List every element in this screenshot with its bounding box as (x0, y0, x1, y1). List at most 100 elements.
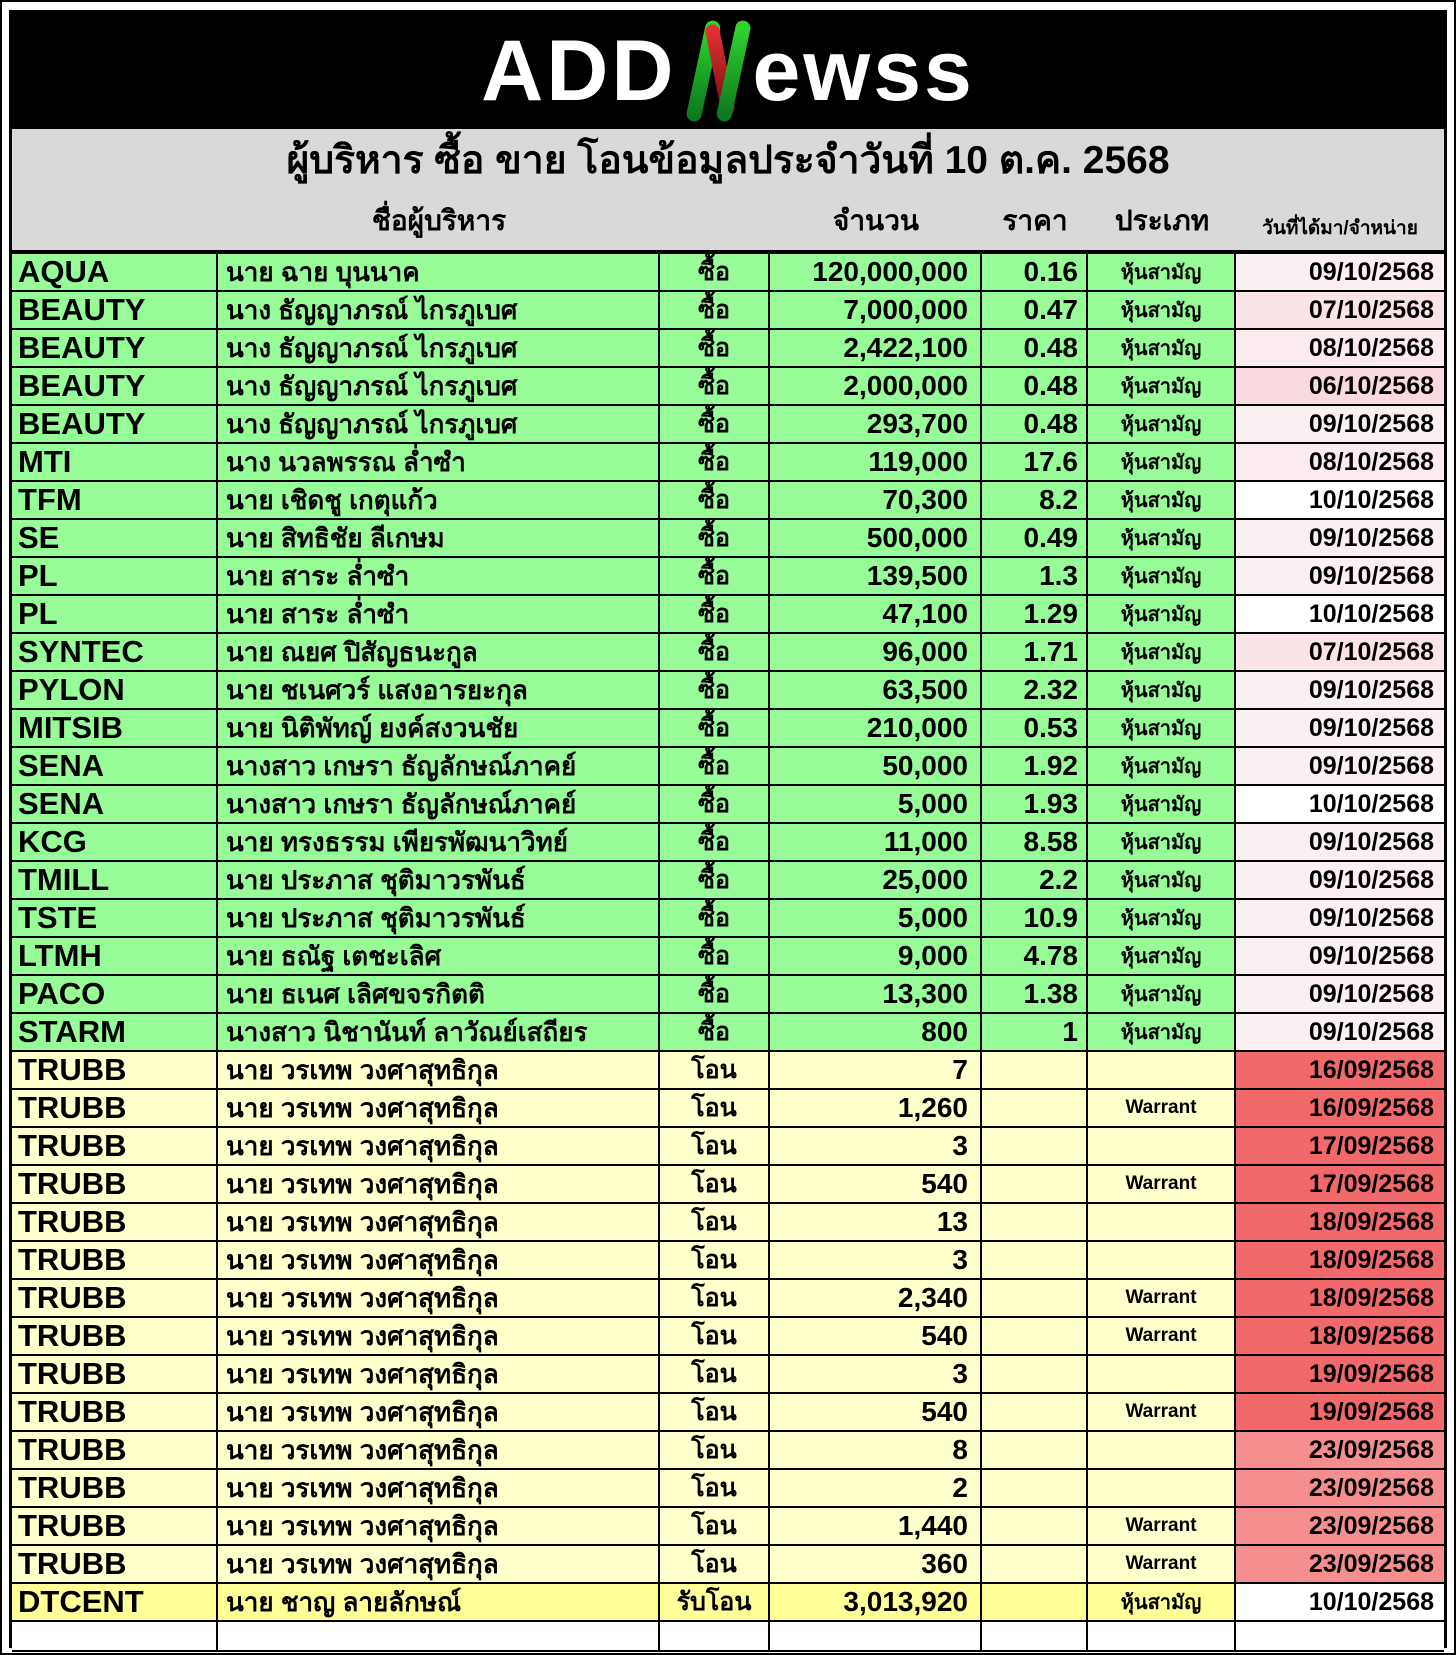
name-cell: นาย ประภาส ชุติมาวรพันธ์ (218, 900, 660, 938)
price-cell: 1 (982, 1014, 1088, 1052)
sectype-cell (1088, 1470, 1236, 1508)
amount-cell: 11,000 (770, 824, 982, 862)
name-cell: นาย ธณัฐ เตชะเลิศ (218, 938, 660, 976)
name-cell: นางสาว นิชานันท์ ลาวัณย์เสถียร (218, 1014, 660, 1052)
name-cell: นาง นวลพรรณ ล่ำซำ (218, 444, 660, 482)
ticker-cell: MITSIB (12, 710, 218, 748)
amount-cell: 63,500 (770, 672, 982, 710)
action-cell: ซื้อ (660, 748, 770, 786)
price-cell (982, 1242, 1088, 1280)
price-cell: 1.92 (982, 748, 1088, 786)
date-cell: 10/10/2568 (1236, 596, 1444, 634)
table-row: TRUBB นาย วรเทพ วงศาสุทธิกุล โอน 2 23/09/256… (12, 1470, 1444, 1508)
amount-cell: 3 (770, 1128, 982, 1166)
date-cell: 09/10/2568 (1236, 938, 1444, 976)
amount-cell: 2,000,000 (770, 368, 982, 406)
ticker-cell: STARM (12, 1014, 218, 1052)
date-cell: 09/10/2568 (1236, 862, 1444, 900)
ticker-cell: TRUBB (12, 1394, 218, 1432)
header-amount: จำนวน (832, 205, 920, 236)
name-cell: นาย วรเทพ วงศาสุทธิกุล (218, 1052, 660, 1090)
ticker-cell: AQUA (12, 254, 218, 292)
amount-cell: 1,260 (770, 1090, 982, 1128)
action-cell: ซื้อ (660, 672, 770, 710)
price-cell (982, 1622, 1088, 1652)
action-cell: ซื้อ (660, 444, 770, 482)
date-cell: 19/09/2568 (1236, 1356, 1444, 1394)
action-cell: ซื้อ (660, 862, 770, 900)
table-row: PL นาย สาระ ล่ำซำ ซื้อ 139,500 1.3 หุ้นสามัญ 0… (12, 558, 1444, 596)
sectype-cell (1088, 1432, 1236, 1470)
amount-cell: 96,000 (770, 634, 982, 672)
sectype-cell: หุ้นสามัญ (1088, 558, 1236, 596)
date-cell: 16/09/2568 (1236, 1090, 1444, 1128)
sectype-cell: หุ้นสามัญ (1088, 824, 1236, 862)
name-cell: นางสาว เกษรา ธัญลักษณ์ภาคย์ (218, 786, 660, 824)
table-row: TRUBB นาย วรเทพ วงศาสุทธิกุล โอน 1,440 Warra… (12, 1508, 1444, 1546)
sectype-cell: Warrant (1088, 1090, 1236, 1128)
ticker-cell: TSTE (12, 900, 218, 938)
date-cell: 09/10/2568 (1236, 748, 1444, 786)
action-cell: โอน (660, 1128, 770, 1166)
table-row: SENA นางสาว เกษรา ธัญลักษณ์ภาคย์ ซื้อ 50,00… (12, 748, 1444, 786)
ticker-cell: TRUBB (12, 1052, 218, 1090)
price-cell (982, 1546, 1088, 1584)
sectype-cell: หุ้นสามัญ (1088, 482, 1236, 520)
name-cell: นาย ณยศ ปิสัญธนะกูล (218, 634, 660, 672)
price-cell: 8.58 (982, 824, 1088, 862)
table-row: TRUBB นาย วรเทพ วงศาสุทธิกุล โอน 7 16/09/256… (12, 1052, 1444, 1090)
action-cell: รับโอน (660, 1584, 770, 1622)
action-cell: ซื้อ (660, 900, 770, 938)
ticker-cell: KCG (12, 824, 218, 862)
price-cell: 17.6 (982, 444, 1088, 482)
table-row: BEAUTY นาง ธัญญาภรณ์ ไกรภูเบศ ซื้อ 2,000,00… (12, 368, 1444, 406)
action-cell: โอน (660, 1470, 770, 1508)
action-cell: โอน (660, 1508, 770, 1546)
action-cell: ซื้อ (660, 786, 770, 824)
table-row: SYNTEC นาย ณยศ ปิสัญธนะกูล ซื้อ 96,000 1.71 ห… (12, 634, 1444, 672)
amount-cell: 25,000 (770, 862, 982, 900)
amount-cell: 119,000 (770, 444, 982, 482)
action-cell: ซื้อ (660, 520, 770, 558)
date-cell: 09/10/2568 (1236, 520, 1444, 558)
ticker-cell (12, 1622, 218, 1652)
date-cell: 18/09/2568 (1236, 1242, 1444, 1280)
price-cell (982, 1394, 1088, 1432)
date-cell: 10/10/2568 (1236, 1584, 1444, 1622)
amount-cell: 7 (770, 1052, 982, 1090)
sectype-cell: หุ้นสามัญ (1088, 444, 1236, 482)
ticker-cell: TRUBB (12, 1128, 218, 1166)
price-cell: 0.48 (982, 330, 1088, 368)
name-cell: นางสาว เกษรา ธัญลักษณ์ภาคย์ (218, 748, 660, 786)
header-price: ราคา (1002, 205, 1068, 236)
page-title: ผู้บริหาร ซื้อ ขาย โอนข้อมูลประจำวันที่ … (286, 139, 1170, 182)
price-cell (982, 1166, 1088, 1204)
addnewss-logo: ADD ewss (481, 17, 975, 125)
sectype-cell (1088, 1128, 1236, 1166)
name-cell: นาย วรเทพ วงศาสุทธิกุล (218, 1546, 660, 1584)
sectype-cell: Warrant (1088, 1508, 1236, 1546)
name-cell: นาย ชาญ ลายลักษณ์ (218, 1584, 660, 1622)
action-cell: ซื้อ (660, 634, 770, 672)
ticker-cell: TRUBB (12, 1280, 218, 1318)
name-cell: นาย สาระ ล่ำซำ (218, 596, 660, 634)
amount-cell: 3 (770, 1242, 982, 1280)
price-cell: 0.48 (982, 368, 1088, 406)
name-cell: นาย วรเทพ วงศาสุทธิกุล (218, 1508, 660, 1546)
action-cell: โอน (660, 1090, 770, 1128)
table-row: BEAUTY นาง ธัญญาภรณ์ ไกรภูเบศ ซื้อ 7,000,00… (12, 292, 1444, 330)
date-cell: 18/09/2568 (1236, 1318, 1444, 1356)
name-cell: นาย นิติพัทญ์ ยงค์สงวนชัย (218, 710, 660, 748)
price-cell: 0.53 (982, 710, 1088, 748)
page-frame: ADD ewss ผู้บริหาร ซื้อ ขาย โอนข้อมูลประ… (9, 10, 1447, 1652)
date-cell: 23/09/2568 (1236, 1432, 1444, 1470)
ticker-cell: TRUBB (12, 1508, 218, 1546)
name-cell: นาย วรเทพ วงศาสุทธิกุล (218, 1128, 660, 1166)
sectype-cell: หุ้นสามัญ (1088, 596, 1236, 634)
amount-cell: 3,013,920 (770, 1584, 982, 1622)
date-cell: 19/09/2568 (1236, 1394, 1444, 1432)
price-cell (982, 1432, 1088, 1470)
logo-n-icon (687, 20, 751, 122)
sectype-cell: Warrant (1088, 1280, 1236, 1318)
table-body: AQUA นาย ฉาย บุนนาค ซื้อ 120,000,000 0.16 หุ้… (12, 254, 1444, 1652)
